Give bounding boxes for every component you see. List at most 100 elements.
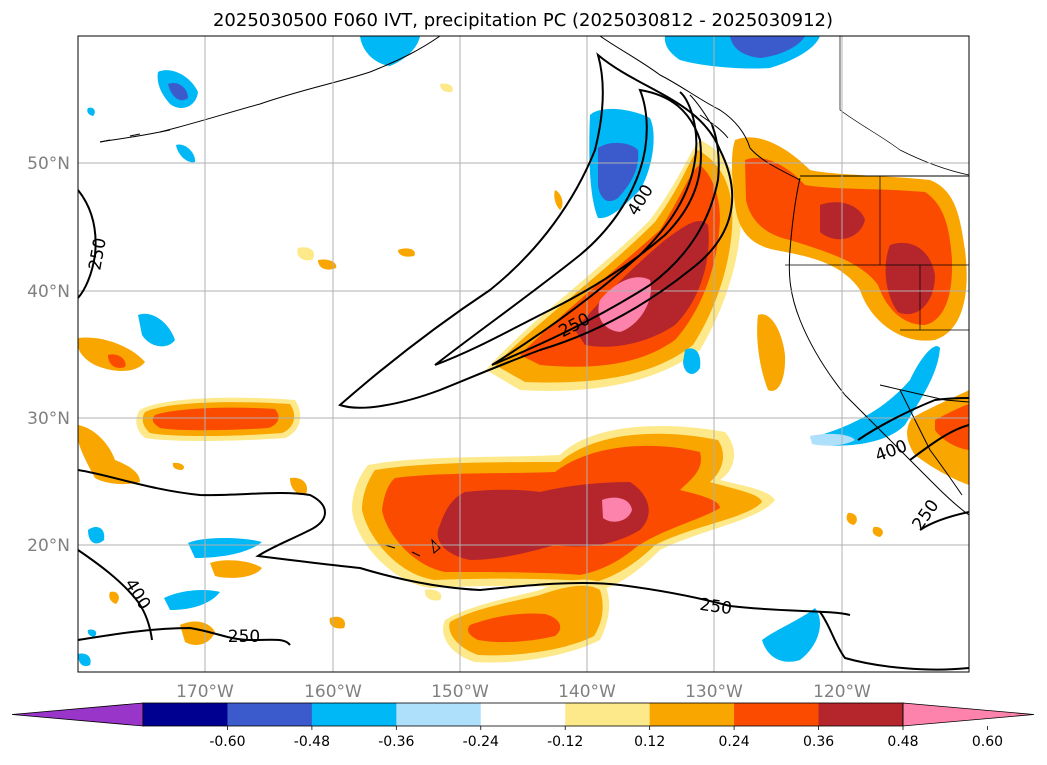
- coastlines-and-borders: [99, 36, 969, 557]
- precip-region-small-8: [872, 526, 883, 537]
- ivt-contours: [78, 52, 969, 671]
- lat-label-50n: 50°N: [27, 154, 70, 174]
- lon-label-120w: 120°W: [813, 682, 871, 702]
- precip-region-small-9: [172, 462, 184, 470]
- colorbar-outline: [142, 702, 904, 727]
- precip-region-neg-alaska-core: [168, 82, 188, 101]
- precip-region-small-5: [290, 477, 308, 495]
- precip-region-socal-core: [935, 404, 969, 450]
- precip-region-coastal-strip: [757, 314, 786, 391]
- precip-region-neg-small-a: [176, 144, 196, 163]
- ivt-contour-250-socal-2: [909, 424, 969, 461]
- precip-region-small-3: [398, 248, 415, 257]
- precip-region-small-2: [318, 259, 337, 270]
- precip-region-neg-top-core: [730, 36, 805, 58]
- precip-region-small-10: [109, 591, 119, 604]
- colorbar-tick-label: 0.36: [803, 734, 834, 750]
- precip-region-neg-small-g: [762, 608, 820, 662]
- colorbar-bin: [227, 703, 313, 726]
- colorbar-tick-label: 0.24: [719, 734, 750, 750]
- ivt-label-6: 250: [698, 595, 733, 619]
- precip-region-neg-small-f: [88, 527, 105, 544]
- lon-label-160w: 160°W: [304, 682, 362, 702]
- ivt-contour-250-west-edge: [78, 189, 97, 299]
- ivt-contour-400-ar-inner: [491, 91, 698, 366]
- ivt-label-5: 250: [228, 627, 260, 647]
- colorbar-bin: [649, 703, 735, 726]
- coastline-alaska: [99, 36, 441, 143]
- precip-region-west-upper-inner: [108, 354, 126, 368]
- precip-region-west-upper: [78, 337, 145, 371]
- border-alaska-canada: [839, 36, 969, 176]
- precip-region-neg-top-left: [360, 36, 420, 66]
- precip-region-lower-inner: [468, 613, 561, 643]
- lat-label-20n: 20°N: [27, 536, 70, 556]
- colorbar-tick-label: -0.24: [463, 734, 499, 750]
- ivt-contour-400-west: [78, 549, 153, 641]
- colorbar-tick-label: -0.60: [209, 734, 245, 750]
- precip-region-neg-small-j: [87, 629, 97, 637]
- precip-region-subtropical-max: [437, 482, 649, 560]
- precip-region-small-4: [554, 190, 563, 210]
- precip-region-west-edge: [78, 425, 140, 485]
- ivt-contour-250-subtropical-west: [78, 469, 851, 616]
- precip-region-subtropical-peak: [602, 497, 632, 522]
- colorbar-bin: [143, 703, 228, 726]
- ivt-contour-250-socal: [857, 397, 969, 441]
- colorbar-extend-high: [902, 702, 1035, 727]
- colorbar-tick-label: -0.12: [547, 734, 583, 750]
- coastline-bc-islands: [689, 94, 729, 139]
- coastline-west-us: [788, 177, 969, 516]
- precip-region-neg-small-i: [87, 107, 95, 116]
- precip-region-west-south: [210, 560, 262, 578]
- ivt-contour-250-ar-inner: [491, 124, 720, 366]
- precip-region-neg-small-h: [78, 653, 91, 667]
- precip-region-small-1: [297, 247, 315, 261]
- lon-label-140w: 140°W: [558, 682, 616, 702]
- border-us-mexico: [879, 384, 969, 403]
- colorbar-bin: [734, 703, 820, 726]
- colorbar-tick-label: 0.12: [634, 734, 665, 750]
- precip-region-neg-coast-light: [810, 433, 855, 446]
- colorbar-bin: [480, 703, 566, 726]
- colorbar-tick-label: 0.48: [887, 734, 918, 750]
- precip-region-neg-coast: [810, 346, 940, 446]
- colorbar-extend-low: [11, 702, 144, 727]
- lon-label-170w: 170°W: [176, 682, 234, 702]
- colorbar-bin: [396, 703, 482, 726]
- map-frame: [77, 35, 970, 673]
- ivt-contour-400-ar: [434, 88, 702, 366]
- colorbar-tick-label: -0.48: [294, 734, 330, 750]
- island-chain-aleutian: [99, 129, 171, 143]
- lat-label-40n: 40°N: [27, 282, 70, 302]
- lon-label-150w: 150°W: [431, 682, 489, 702]
- precip-region-sierra-max: [885, 242, 935, 315]
- precip-region-neg-small-c: [683, 348, 701, 374]
- colorbar-bin: [565, 703, 651, 726]
- colorbar-bin: [311, 703, 397, 726]
- precip-region-small-11: [440, 83, 453, 93]
- precip-region-neg-ocean-north-core: [598, 142, 639, 202]
- precip-region-neg-small-e: [164, 590, 220, 610]
- colorbar-tick-label: 0.60: [972, 734, 1003, 750]
- lat-tick-labels: 50°N 40°N 30°N 20°N: [27, 154, 70, 556]
- ivt-contour-250-baja: [919, 511, 969, 531]
- lon-label-130w: 130°W: [685, 682, 743, 702]
- precip-region-west-mid-inner: [152, 407, 279, 431]
- colorbar-tick-label: -0.36: [378, 734, 414, 750]
- border-states-west: [785, 176, 969, 331]
- colorbar: -0.60 -0.48 -0.36 -0.24 -0.12 0.12 0.24 0.36 0.4…: [11, 702, 1035, 750]
- lat-label-30n: 30°N: [27, 409, 70, 429]
- precip-region-small-12: [424, 589, 442, 601]
- lon-tick-labels: 170°W 160°W 150°W 140°W 130°W 120°W: [176, 682, 871, 702]
- figure-title: 2025030500 F060 IVT, precipitation PC (2…: [213, 10, 833, 31]
- colorbar-bin: [818, 703, 904, 726]
- map-panel: 250 400 250 400 250 250 400 250 170°W 16…: [27, 35, 970, 702]
- precip-region-neg-small-b: [138, 313, 175, 347]
- coastline-baja: [899, 389, 963, 496]
- ivt-contour-250-lower-right: [819, 611, 969, 671]
- precip-region-neg-small-d: [188, 537, 262, 558]
- ivt-contour-400-lower: [78, 626, 291, 646]
- coastline-alaska-panhandle: [599, 36, 801, 181]
